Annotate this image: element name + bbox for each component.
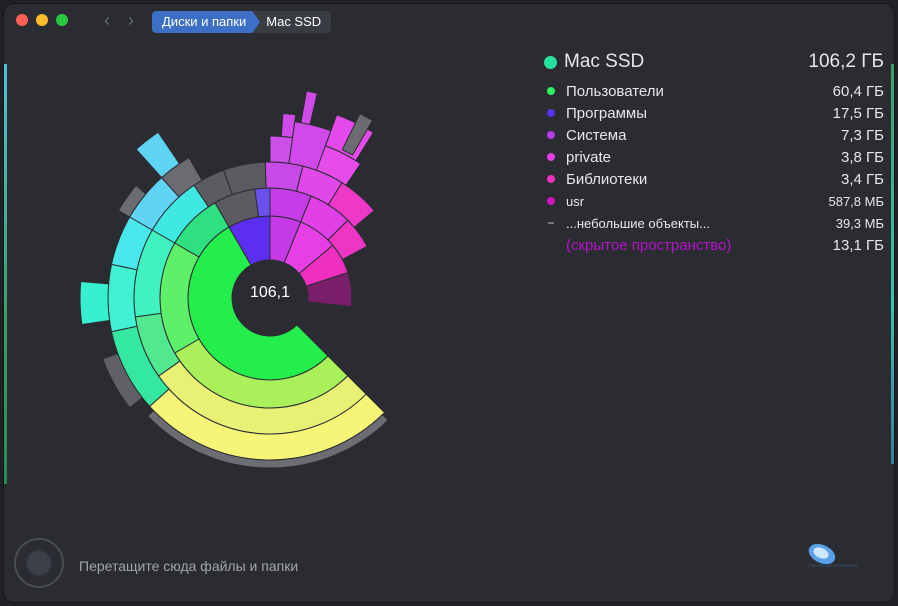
breadcrumb-mac-ssd[interactable]: Mac SSD: [252, 11, 332, 33]
sunburst-segment[interactable]: [102, 352, 144, 409]
mascot-icon: [808, 543, 858, 567]
sunburst-segment[interactable]: [135, 131, 181, 179]
disk-usage-sunburst[interactable]: [4, 4, 894, 602]
breadcrumb: Диски и папки Mac SSD: [152, 11, 332, 33]
forward-arrow-icon[interactable]: ›: [128, 10, 134, 30]
legend-color-dot: [547, 131, 555, 139]
legend-item-name: ...небольшие объекты...: [566, 215, 710, 231]
legend-color-dot: [547, 175, 555, 183]
legend-item-size: 60,4 ГБ: [832, 82, 884, 100]
legend-item-size: 3,4 ГБ: [841, 170, 884, 188]
sunburst-segment[interactable]: [107, 263, 138, 333]
app-window: ‹ › Диски и папки Mac SSD 106,1 Mac SSD …: [4, 4, 894, 602]
sunburst-segment[interactable]: [341, 113, 374, 156]
legend-color-dot: [547, 153, 555, 161]
back-arrow-icon[interactable]: ‹: [104, 10, 110, 30]
breadcrumb-disks-folders[interactable]: Диски и папки: [152, 11, 260, 33]
chart-center-total[interactable]: 106,1: [249, 284, 291, 301]
sunburst-segment[interactable]: [288, 121, 332, 171]
legend-color-dot: [547, 87, 555, 95]
minimize-button[interactable]: [36, 14, 48, 26]
sunburst-segment[interactable]: [147, 409, 389, 469]
window-edge-decoration: [891, 64, 894, 464]
segment-usr[interactable]: [305, 272, 353, 308]
legend-root[interactable]: Mac SSD 106,2 ГБ: [544, 48, 884, 76]
legend-small-objects[interactable]: ...небольшие объекты... 39,3 МБ: [544, 212, 884, 234]
sunburst-segment[interactable]: [117, 184, 147, 218]
legend-panel: Mac SSD 106,2 ГБ Пользователи 60,4 ГБ Пр…: [544, 48, 884, 256]
close-button[interactable]: [16, 14, 28, 26]
legend-root-name: Mac SSD: [564, 51, 645, 72]
title-bar: ‹ › Диски и папки Mac SSD: [4, 4, 894, 40]
sunburst-segment[interactable]: [327, 181, 375, 228]
legend-item-size: 13,1 ГБ: [832, 236, 884, 254]
legend-item[interactable]: usr 587,8 МБ: [544, 190, 884, 212]
small-objects-marker: [548, 222, 554, 224]
legend-item-size: 7,3 ГБ: [841, 126, 884, 144]
legend-item[interactable]: Библиотеки 3,4 ГБ: [544, 168, 884, 190]
legend-hidden-space[interactable]: (скрытое пространство) 13,1 ГБ: [544, 234, 884, 256]
legend-item-name: Пользователи: [566, 82, 664, 100]
legend-color-dot: [547, 109, 555, 117]
legend-item-name: usr: [566, 193, 585, 209]
zoom-button[interactable]: [56, 14, 68, 26]
legend-item-name: private: [566, 148, 612, 166]
drop-target-icon[interactable]: [14, 538, 64, 588]
legend-item[interactable]: Система 7,3 ГБ: [544, 124, 884, 146]
legend-item[interactable]: Пользователи 60,4 ГБ: [544, 80, 884, 102]
legend-item-size: 39,3 МБ: [835, 215, 884, 231]
legend-item-size: 587,8 МБ: [828, 193, 884, 209]
legend-item-name: (скрытое пространство): [566, 236, 732, 254]
root-color-dot: [544, 55, 557, 69]
sunburst-segment[interactable]: [327, 219, 368, 261]
legend-item-name: Программы: [566, 104, 648, 122]
legend-item-size: 3,8 ГБ: [841, 148, 884, 166]
sunburst-segment[interactable]: [79, 280, 111, 326]
drop-zone-hint: Перетащите сюда файлы и папки: [79, 558, 299, 574]
legend-item-name: Система: [566, 126, 627, 144]
window-edge-decoration: [4, 64, 7, 484]
legend-item-name: Библиотеки: [566, 170, 648, 188]
legend-color-dot: [547, 197, 555, 205]
legend-item[interactable]: Программы 17,5 ГБ: [544, 102, 884, 124]
legend-item-size: 17,5 ГБ: [832, 104, 884, 122]
legend-root-size: 106,2 ГБ: [808, 51, 884, 72]
legend-item[interactable]: private 3,8 ГБ: [544, 146, 884, 168]
